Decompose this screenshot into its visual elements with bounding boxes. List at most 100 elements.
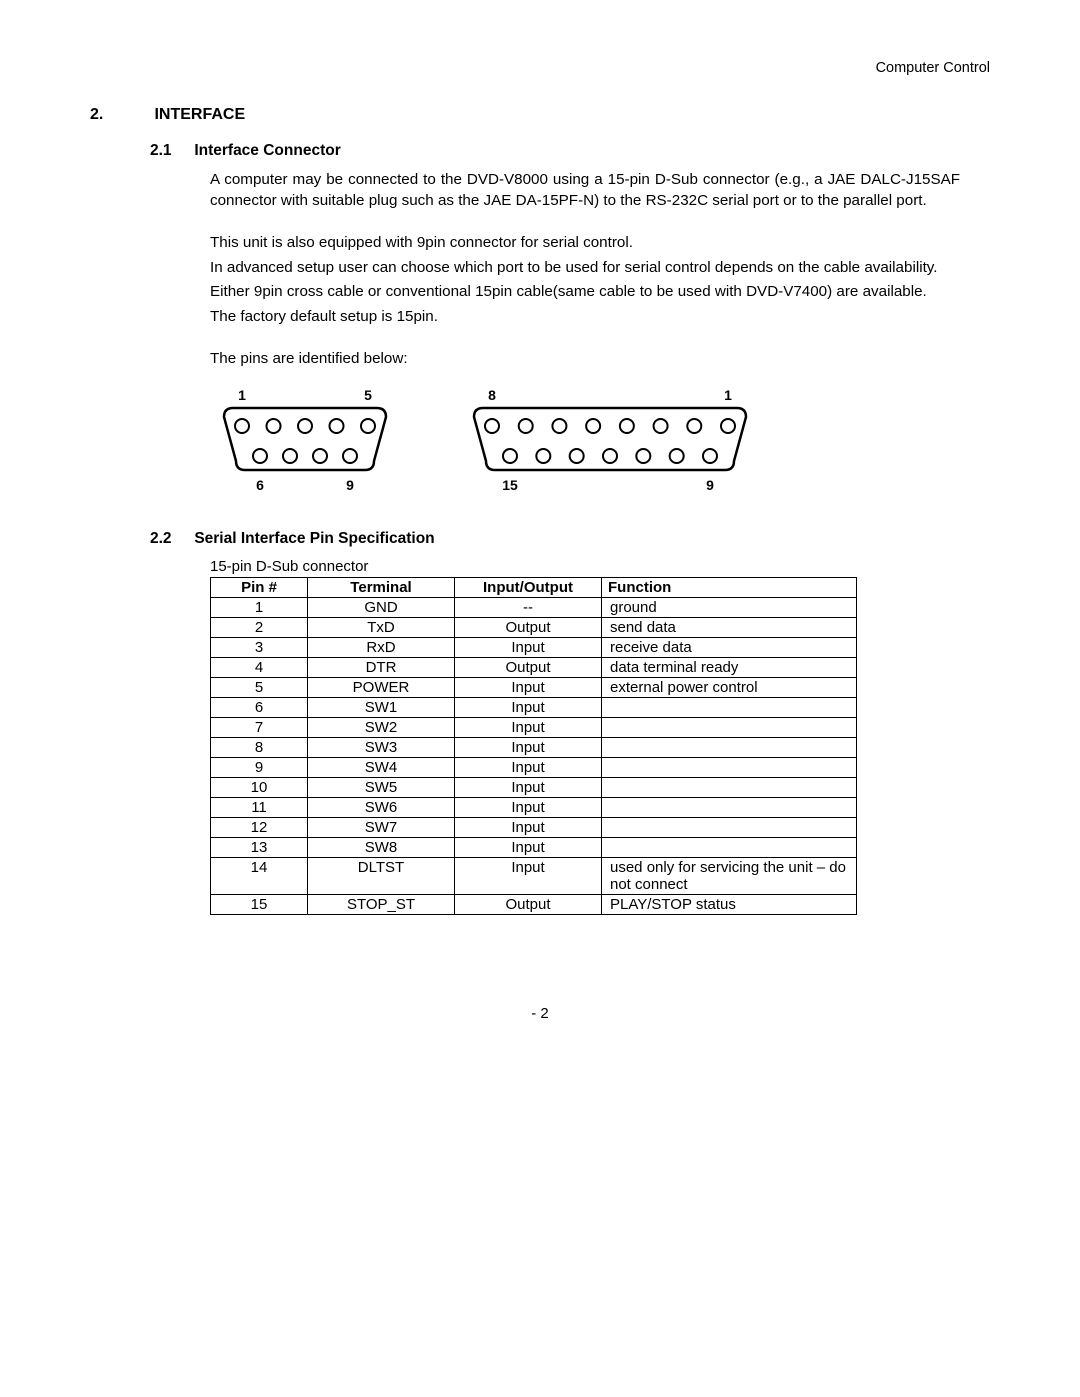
table-cell — [602, 737, 857, 757]
table-cell: SW2 — [308, 717, 455, 737]
table-cell — [602, 837, 857, 857]
table-row: 2TxDOutputsend data — [211, 617, 857, 637]
table-cell: data terminal ready — [602, 657, 857, 677]
table-cell: Output — [455, 617, 602, 637]
table-cell: 10 — [211, 777, 308, 797]
table-cell: Input — [455, 637, 602, 657]
table-cell: used only for servicing the unit – do no… — [602, 857, 857, 894]
table-cell: DLTST — [308, 857, 455, 894]
table-cell: POWER — [308, 677, 455, 697]
subsection-title: Interface Connector — [194, 142, 340, 159]
table-cell: 1 — [211, 597, 308, 617]
section-title: INTERFACE — [154, 106, 245, 123]
th-io: Input/Output — [455, 577, 602, 597]
subsection-number: 2.2 — [150, 530, 190, 548]
para-2a: This unit is also equipped with 9pin con… — [210, 233, 960, 254]
table-row: 4DTROutputdata terminal ready — [211, 657, 857, 677]
para-2: This unit is also equipped with 9pin con… — [210, 233, 960, 327]
svg-text:15: 15 — [502, 477, 518, 493]
table-cell: external power control — [602, 677, 857, 697]
table-cell — [602, 817, 857, 837]
subsection-2-1: 2.1 Interface Connector — [150, 142, 990, 160]
table-cell: DTR — [308, 657, 455, 677]
svg-text:1: 1 — [724, 387, 732, 403]
svg-text:5: 5 — [364, 387, 372, 403]
subsection-title: Serial Interface Pin Specification — [194, 530, 434, 547]
table-cell: 11 — [211, 797, 308, 817]
table-cell: receive data — [602, 637, 857, 657]
para-2b: In advanced setup user can choose which … — [210, 258, 960, 279]
para-3: The pins are identified below: — [210, 349, 960, 370]
table-cell: 15 — [211, 894, 308, 914]
table-cell: 2 — [211, 617, 308, 637]
table-cell: Input — [455, 817, 602, 837]
table-cell: 3 — [211, 637, 308, 657]
table-cell: 14 — [211, 857, 308, 894]
table-cell — [602, 717, 857, 737]
table-row: 10SW5Input — [211, 777, 857, 797]
table-cell: 13 — [211, 837, 308, 857]
table-cell: Input — [455, 737, 602, 757]
th-terminal: Terminal — [308, 577, 455, 597]
table-cell: SW3 — [308, 737, 455, 757]
table-row: 9SW4Input — [211, 757, 857, 777]
th-pin: Pin # — [211, 577, 308, 597]
table-cell — [602, 797, 857, 817]
table-row: 13SW8Input — [211, 837, 857, 857]
table-cell: 7 — [211, 717, 308, 737]
table-row: 6SW1Input — [211, 697, 857, 717]
table-caption: 15-pin D-Sub connector — [210, 558, 990, 575]
table-cell: SW4 — [308, 757, 455, 777]
table-cell: Input — [455, 757, 602, 777]
table-row: 12SW7Input — [211, 817, 857, 837]
table-cell: 8 — [211, 737, 308, 757]
table-row: 14DLTSTInputused only for servicing the … — [211, 857, 857, 894]
table-row: 3RxDInputreceive data — [211, 637, 857, 657]
para-1-text: A computer may be connected to the DVD-V… — [210, 170, 960, 211]
section-heading: 2. INTERFACE — [90, 106, 990, 124]
table-row: 1GND--ground — [211, 597, 857, 617]
table-cell: TxD — [308, 617, 455, 637]
table-cell: SW1 — [308, 697, 455, 717]
header-right: Computer Control — [90, 60, 990, 76]
table-cell: 5 — [211, 677, 308, 697]
pin-table: Pin # Terminal Input/Output Function 1GN… — [210, 577, 857, 915]
th-function: Function — [602, 577, 857, 597]
table-row: 7SW2Input — [211, 717, 857, 737]
table-row: 15STOP_STOutputPLAY/STOP status — [211, 894, 857, 914]
svg-text:9: 9 — [346, 477, 354, 493]
table-cell: SW6 — [308, 797, 455, 817]
table-cell: PLAY/STOP status — [602, 894, 857, 914]
table-cell: -- — [455, 597, 602, 617]
table-cell: Input — [455, 797, 602, 817]
connector-9pin-diagram: 1569 — [210, 380, 400, 500]
table-cell: send data — [602, 617, 857, 637]
table-cell: SW5 — [308, 777, 455, 797]
svg-text:6: 6 — [256, 477, 264, 493]
table-cell: 12 — [211, 817, 308, 837]
subsection-2-2: 2.2 Serial Interface Pin Specification — [150, 530, 990, 548]
table-cell: Output — [455, 657, 602, 677]
table-cell: Input — [455, 697, 602, 717]
table-cell — [602, 697, 857, 717]
table-cell: STOP_ST — [308, 894, 455, 914]
table-cell: Input — [455, 777, 602, 797]
para-3-text: The pins are identified below: — [210, 349, 960, 370]
table-cell: SW8 — [308, 837, 455, 857]
table-cell — [602, 757, 857, 777]
para-2d: The factory default setup is 15pin. — [210, 307, 960, 328]
section-number: 2. — [90, 106, 150, 124]
table-cell — [602, 777, 857, 797]
table-row: 8SW3Input — [211, 737, 857, 757]
table-row: 5POWERInputexternal power control — [211, 677, 857, 697]
table-cell: Output — [455, 894, 602, 914]
svg-text:8: 8 — [488, 387, 496, 403]
connector-15pin-diagram: 8 1 15 9 — [460, 380, 760, 500]
table-cell: SW7 — [308, 817, 455, 837]
svg-text:9: 9 — [706, 477, 714, 493]
table-cell: 6 — [211, 697, 308, 717]
table-cell: Input — [455, 837, 602, 857]
table-row: 11SW6Input — [211, 797, 857, 817]
subsection-number: 2.1 — [150, 142, 190, 160]
table-cell: 9 — [211, 757, 308, 777]
